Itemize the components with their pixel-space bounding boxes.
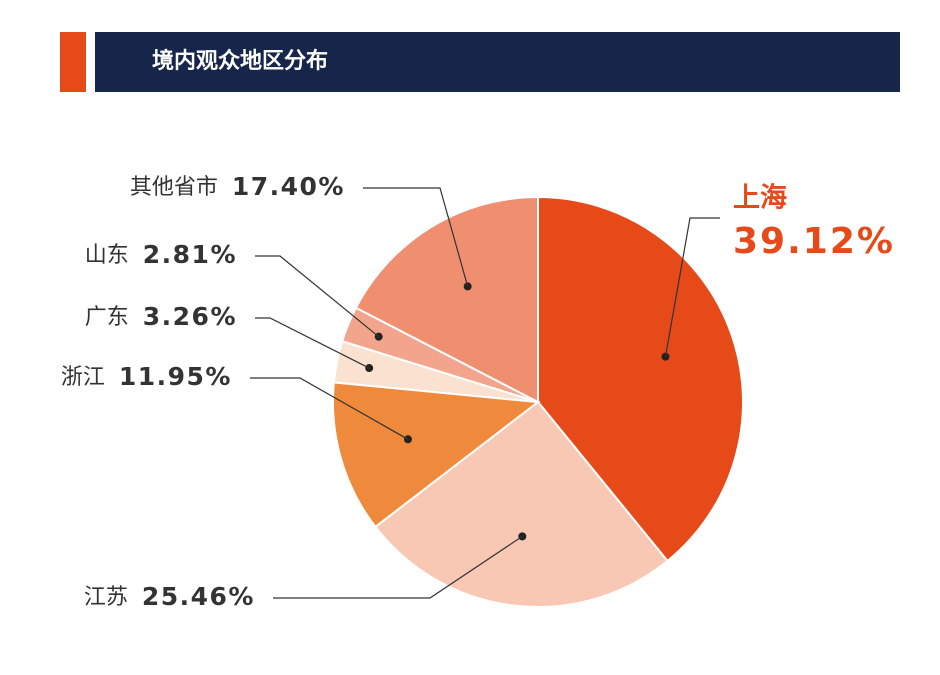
pie-slice — [373, 400, 669, 608]
leader-line — [664, 217, 720, 357]
slice-name: 江苏 — [84, 585, 128, 610]
leader-line — [273, 535, 523, 599]
slice-value: 39.12% — [733, 221, 895, 262]
slice-value: 2.81% — [143, 240, 237, 269]
chart-title: 境内观众地区分布 — [152, 48, 328, 74]
slice-name: 山东 — [85, 243, 129, 268]
slice-value: 11.95% — [119, 362, 232, 391]
slice-name: 上海 — [733, 183, 787, 214]
title-accent — [60, 32, 86, 92]
pie-slice — [537, 195, 744, 563]
slice-name: 其他省市 — [130, 175, 218, 200]
leader-line — [255, 317, 370, 369]
slice-name: 浙江 — [61, 365, 105, 390]
leader-line — [255, 255, 380, 338]
slice-value: 25.46% — [142, 582, 255, 611]
slice-value: 17.40% — [232, 172, 345, 201]
pie-slice — [332, 381, 541, 529]
slice-name: 广东 — [85, 305, 129, 330]
title-bar — [95, 32, 900, 92]
leader-line — [250, 377, 409, 440]
pie-slice — [354, 195, 539, 404]
slice-value: 3.26% — [143, 302, 237, 331]
leader-line — [363, 187, 469, 287]
